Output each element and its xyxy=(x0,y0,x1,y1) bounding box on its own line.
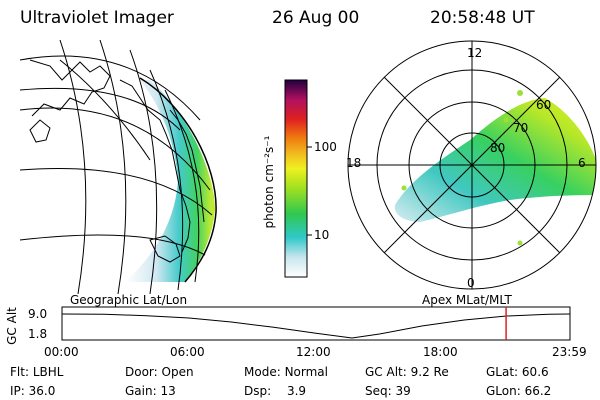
colorbar-tick-10: 10 xyxy=(314,228,330,242)
info-glon: GLon: 66.2 xyxy=(486,384,552,398)
time-tick-2359: 23:59 xyxy=(552,345,587,359)
mlt-label-0: 0 xyxy=(467,276,475,290)
colorbar-tick-100: 100 xyxy=(314,140,337,154)
mlt-label-6: 6 xyxy=(578,156,586,170)
lat-label-70: 70 xyxy=(513,121,529,135)
geographic-label: Geographic Lat/Lon xyxy=(70,293,188,307)
time-tick-0600: 06:00 xyxy=(170,345,205,359)
info-door: Door: Open xyxy=(125,365,194,379)
lat-label-60: 60 xyxy=(536,98,552,112)
altitude-curve xyxy=(61,313,570,339)
info-gc-alt: GC Alt: 9.2 Re xyxy=(365,365,449,379)
time-tick-1200: 12:00 xyxy=(296,345,331,359)
info-flt: Flt: LBHL xyxy=(10,365,64,379)
time-tick-0000: 00:00 xyxy=(44,345,79,359)
lat-label-80: 80 xyxy=(490,141,506,155)
alt-tick-1-8: 1.8 xyxy=(28,327,48,341)
aurora-band-geo xyxy=(125,80,215,282)
date-label: 26 Aug 00 xyxy=(272,8,360,28)
mlt-label-18: 18 xyxy=(346,156,362,170)
info-dsp: Dsp: 3.9 xyxy=(244,384,307,398)
time-tick-1800: 18:00 xyxy=(423,345,458,359)
info-ip: IP: 36.0 xyxy=(10,384,56,398)
mlt-label-12: 12 xyxy=(467,46,483,60)
colorbar-gradient xyxy=(284,79,308,278)
alt-tick-9: 9.0 xyxy=(28,307,48,321)
instrument-title: Ultraviolet Imager xyxy=(20,8,174,28)
apex-label: Apex MLat/MLT xyxy=(422,293,512,307)
map-globe xyxy=(19,40,217,294)
info-seq: Seq: 39 xyxy=(365,384,411,398)
info-gain: Gain: 13 xyxy=(125,384,176,398)
time-label: 20:58:48 UT xyxy=(430,8,535,28)
info-glat: GLat: 60.6 xyxy=(486,365,549,379)
info-mode: Mode: Normal xyxy=(244,365,328,379)
